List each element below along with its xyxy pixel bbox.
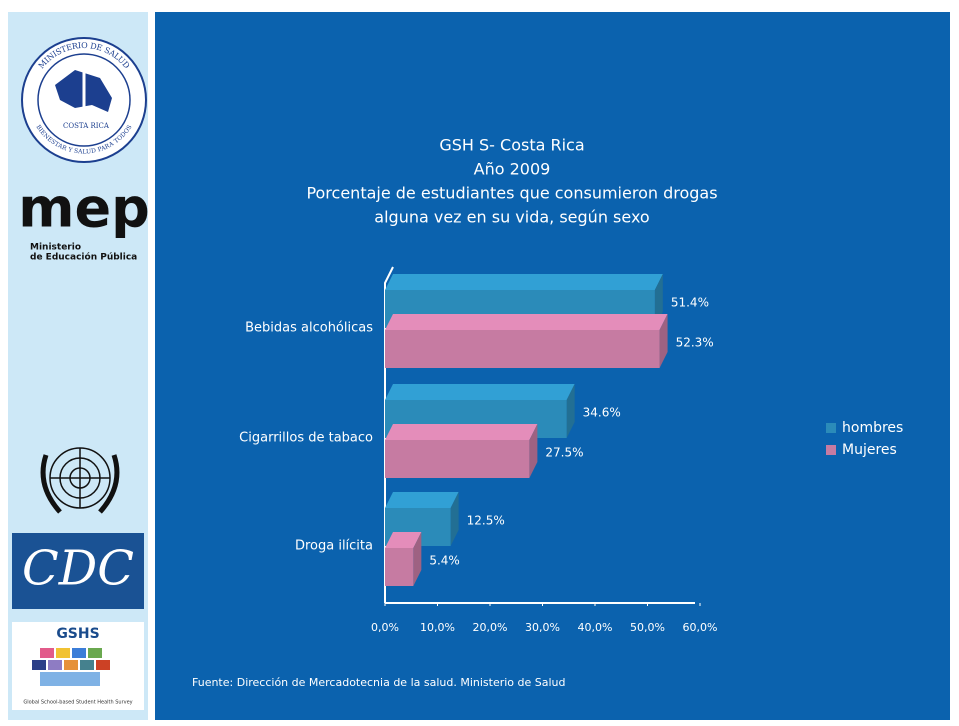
bar-top	[385, 424, 538, 440]
bar-front	[385, 548, 414, 586]
axis-frame	[384, 266, 695, 604]
bar-top	[385, 314, 668, 330]
legend-swatch	[826, 445, 836, 455]
x-tick-label: 40,0%	[578, 621, 613, 634]
salud-logo: MINISTERIO DE SALUD BIENESTAR Y SALUD PA…	[21, 37, 147, 163]
bar-front	[385, 330, 660, 368]
chart-title: Porcentaje de estudiantes que consumiero…	[306, 184, 717, 203]
bar	[385, 424, 538, 478]
value-label: 52.3%	[676, 336, 714, 350]
legend-label: Mujeres	[842, 442, 897, 458]
gshs-grid	[32, 648, 110, 686]
gshs-caption: Global School-based Student Health Surve…	[23, 700, 132, 706]
mep-logo: mep	[18, 177, 150, 240]
x-tick-label: 50,0%	[630, 621, 665, 634]
bar-top	[385, 492, 459, 508]
bar	[385, 314, 668, 368]
bar-top	[385, 274, 663, 290]
bar-top	[385, 532, 422, 548]
value-label: 51.4%	[671, 296, 709, 310]
bar-front	[385, 440, 530, 478]
legend-swatch	[826, 423, 836, 433]
y-tick-label: Bebidas alcohólicas	[245, 321, 373, 336]
value-label: 34.6%	[583, 406, 621, 420]
un-emblem	[40, 447, 120, 514]
cdc-box	[12, 533, 144, 609]
value-label: 27.5%	[545, 446, 583, 460]
cdc-logo: CDC	[22, 541, 134, 597]
bar	[385, 532, 422, 586]
x-tick-label: 20,0%	[473, 621, 508, 634]
bar-top	[385, 384, 575, 400]
gshs-logo: GSHS	[56, 626, 99, 642]
seal-country: COSTA RICA	[63, 122, 110, 130]
x-tick-label: 0,0%	[371, 621, 399, 634]
bar-side	[659, 314, 668, 368]
legend-label: hombres	[842, 420, 903, 436]
chart-title: GSH S- Costa Rica	[439, 136, 584, 155]
bar-side	[413, 532, 422, 586]
y-tick-label: Cigarrillos de tabaco	[239, 431, 373, 446]
bar-side	[566, 384, 575, 438]
x-tick-label: 10,0%	[420, 621, 455, 634]
mep-line: de Educación Pública	[30, 252, 137, 263]
chart-title: alguna vez en su vida, según sexo	[374, 208, 649, 227]
value-label: 5.4%	[429, 554, 460, 568]
y-tick-label: Droga ilícita	[295, 539, 373, 554]
x-tick-label: 60,0%	[683, 621, 718, 634]
x-tick-label: 30,0%	[525, 621, 560, 634]
bar-side	[450, 492, 459, 546]
mep-line: Ministerio	[30, 243, 81, 253]
chart-title: Año 2009	[474, 160, 551, 179]
bar-side	[529, 424, 538, 478]
source: Fuente: Dirección de Mercadotecnia de la…	[192, 676, 566, 689]
value-label: 12.5%	[467, 514, 505, 528]
